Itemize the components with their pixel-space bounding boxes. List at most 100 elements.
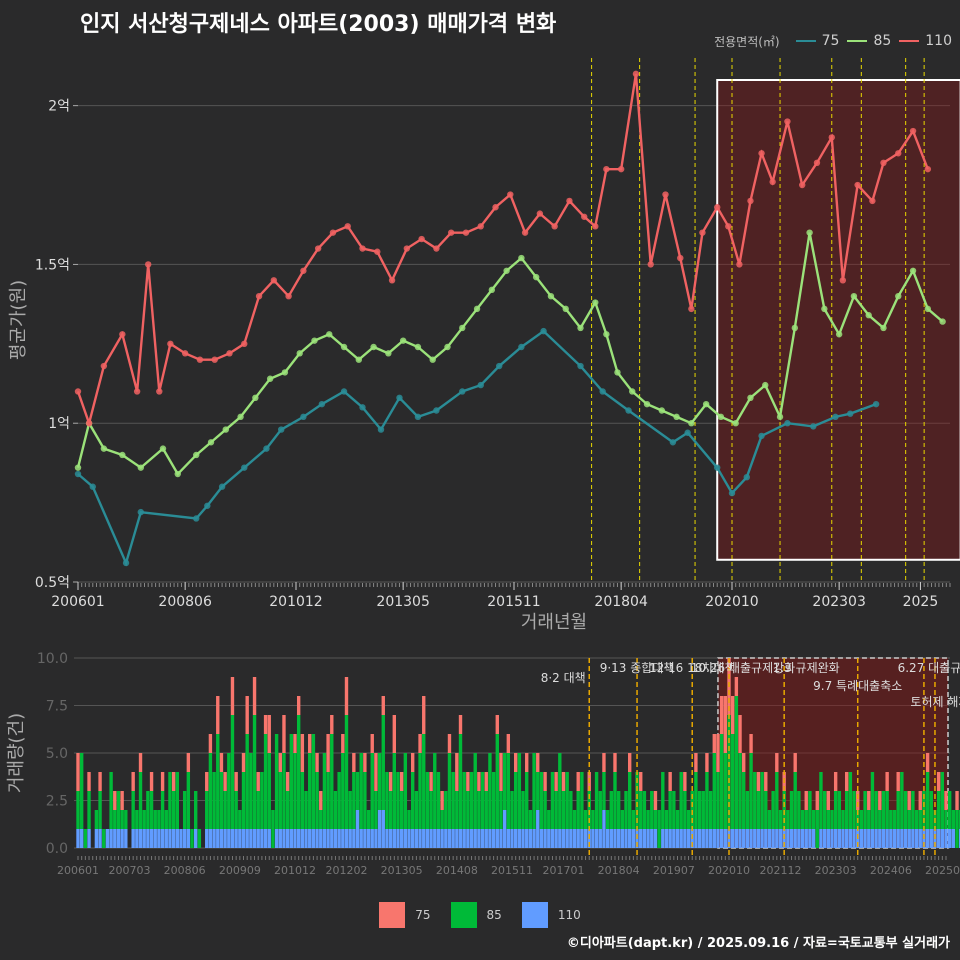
volume-bar-75 [653,791,658,810]
volume-bar-110 [296,829,301,848]
price-legend-label-110: 110 [925,33,952,49]
volume-bar-85 [392,753,396,829]
volume-bar-75 [458,715,463,734]
volume-bar-85 [146,791,150,829]
volume-bar-110 [543,829,547,848]
volume-bar-85 [929,791,933,829]
price-point-110 [314,245,322,252]
volume-bar-110 [322,829,327,848]
volume-bar-75 [245,696,249,734]
volume-bar-85 [550,772,555,829]
volume-bar-110 [793,829,797,848]
volume-legend-label-110: 110 [557,908,581,922]
price-point-85 [688,420,695,427]
volume-bar-85 [330,734,334,829]
volume-bar-85 [477,791,481,829]
legend-line-85 [847,40,868,42]
volume-x-tick-label: 201408 [436,864,478,877]
volume-bar-110 [502,810,507,848]
price-point-85 [592,299,599,306]
volume-bar-75 [477,772,481,791]
price-point-85 [629,388,636,395]
volume-bar-75 [300,734,305,772]
volume-bar-85 [771,791,775,829]
volume-bar-85 [705,772,709,829]
volume-bar-110 [212,829,216,848]
price-point-110 [344,223,351,230]
volume-bar-85 [605,810,610,829]
volume-bar-85 [469,772,474,829]
volume-bar-85 [160,791,165,829]
volume-bar-85 [594,772,599,829]
volume-bar-110 [234,829,238,848]
volume-bar-85 [260,772,264,829]
price-point-110 [133,388,141,395]
price-point-110 [226,350,233,357]
price-point-75 [784,420,791,427]
volume-bar-110 [653,829,658,848]
price-point-85 [717,413,725,421]
volume-bar-85 [837,791,842,829]
volume-bar-110 [797,829,801,848]
volume-bar-110 [451,829,455,848]
price-point-85 [865,312,872,319]
volume-bar-110 [341,829,345,848]
volume-bar-110 [745,829,750,848]
volume-bar-110 [539,829,544,848]
volume-bar-110 [598,829,602,848]
volume-bar-110 [616,829,621,848]
volume-bar-110 [583,829,588,848]
volume-bar-110 [333,829,338,848]
volume-bar-85 [885,791,889,829]
volume-bar-75 [330,715,334,734]
price-point-110 [647,261,654,268]
volume-bar-75 [749,734,753,753]
volume-bar-85 [786,810,790,829]
volume-bar-85 [925,772,930,829]
volume-bar-75 [418,734,422,753]
volume-bar-110 [425,829,430,848]
volume-bar-85 [491,772,496,829]
volume-bar-85 [425,772,430,829]
volume-bar-75 [208,734,213,753]
volume-bar-75 [98,772,102,791]
volume-bar-110 [440,829,444,848]
volume-bar-110 [319,829,323,848]
volume-bar-85 [900,772,904,829]
volume-bar-85 [245,734,249,829]
volume-bar-85 [352,772,356,829]
volume-bar-85 [889,810,893,829]
price-point-110 [211,356,218,363]
volume-bar-85 [536,772,540,810]
price-point-75 [599,388,606,395]
volume-bar-110 [124,829,128,848]
price-point-75 [669,439,677,446]
volume-bar-85 [561,791,566,829]
volume-bar-85 [547,810,551,829]
volume-bar-85 [436,772,441,829]
price-y-tick-label: 0.5억 [35,575,70,591]
volume-bar-110 [263,829,268,848]
volume-bar-85 [249,753,253,829]
volume-bar-85 [153,810,157,829]
volume-bar-85 [539,772,544,829]
volume-bar-110 [120,829,124,848]
volume-bar-85 [874,791,878,829]
volume-bar-110 [304,829,308,848]
volume-bar-85 [94,810,99,829]
volume-bar-85 [646,810,650,829]
price-point-110 [433,245,440,252]
price-point-85 [355,356,363,363]
price-point-75 [540,327,547,335]
price-point-85 [159,445,167,452]
volume-bar-110 [285,829,290,848]
volume-bar-85 [333,791,338,829]
volume-bar-85 [881,791,886,829]
volume-bar-110 [694,829,698,848]
price-x-axis-title: 거래년월 [521,612,587,633]
volume-bar-110 [885,829,889,848]
volume-bar-75 [282,715,286,753]
volume-bar-85 [822,791,827,829]
volume-bar-110 [936,829,941,848]
